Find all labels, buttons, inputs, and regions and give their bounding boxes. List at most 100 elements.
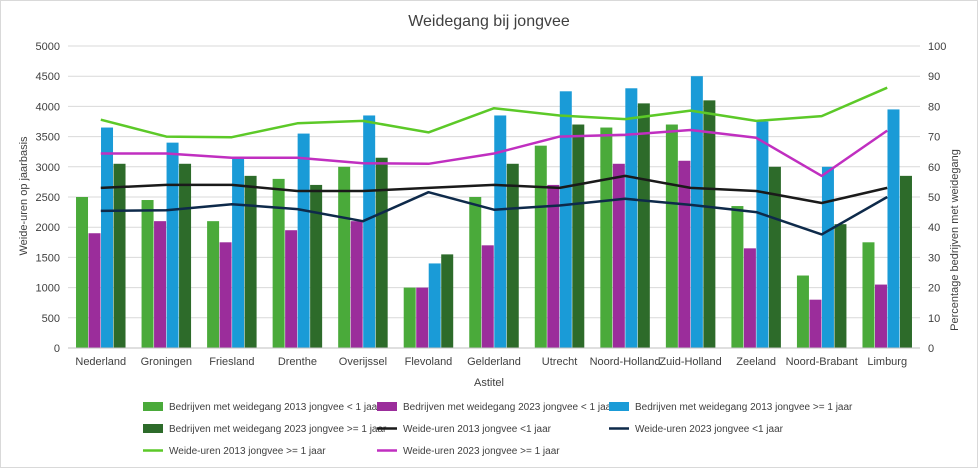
y-tick-label: 2500 (36, 192, 60, 204)
bar (403, 287, 416, 348)
bar (834, 224, 847, 348)
y2-tick-label: 30 (928, 252, 940, 264)
bar (821, 166, 834, 348)
y2-tick-label: 20 (928, 283, 940, 295)
bar (690, 76, 703, 348)
x-tick-label: Groningen (141, 356, 192, 368)
legend-swatch (143, 424, 163, 433)
bar (572, 124, 585, 349)
x-tick-label: Utrecht (542, 356, 577, 368)
y-tick-label: 4500 (36, 71, 60, 83)
bar (113, 163, 126, 348)
bar (338, 166, 351, 348)
bar (731, 206, 744, 348)
series-lines (100, 86, 888, 236)
x-tick-label: Limburg (867, 356, 907, 368)
bar (600, 127, 613, 348)
bar (179, 163, 192, 348)
chart-title: Weidegang bij jongvee (408, 13, 570, 30)
bar (285, 230, 298, 348)
bar (703, 100, 716, 348)
y-tick-label: 5000 (36, 41, 60, 53)
legend-label: Bedrijven met weidegang 2023 jongvee >= … (169, 424, 387, 435)
bar (141, 200, 154, 348)
y2-tick-label: 90 (928, 71, 940, 83)
bar (363, 115, 376, 349)
y2-tick-label: 100 (928, 41, 946, 53)
bar (297, 133, 310, 348)
legend-label: Weide-uren 2023 jongvee <1 jaar (635, 424, 784, 435)
x-tick-label: Drenthe (278, 356, 317, 368)
bar (678, 160, 691, 348)
y2-tick-label: 50 (928, 192, 940, 204)
x-tick-label: Flevoland (405, 356, 453, 368)
bar (494, 115, 507, 349)
legend-label: Weide-uren 2023 jongvee >= 1 jaar (403, 446, 560, 457)
x-tick-label: Zeeland (736, 356, 776, 368)
bar (768, 166, 781, 348)
y-tick-label: 3500 (36, 132, 60, 144)
bar (76, 197, 89, 348)
legend-label: Bedrijven met weidegang 2013 jongvee >= … (635, 402, 853, 413)
bar (244, 175, 257, 348)
bar (796, 275, 809, 348)
y-tick-label: 0 (54, 343, 60, 355)
bar (441, 254, 454, 348)
y2-tick-label: 80 (928, 101, 940, 113)
bar (743, 248, 756, 348)
bar (547, 184, 560, 348)
bar (469, 197, 482, 348)
bar (166, 142, 179, 348)
bar (862, 242, 875, 348)
bar (481, 245, 494, 348)
bar (665, 124, 678, 349)
y-tick-label: 500 (42, 313, 60, 325)
y-tick-label: 4000 (36, 101, 60, 113)
y2-tick-label: 60 (928, 162, 940, 174)
bar (899, 175, 912, 348)
series-line (100, 128, 888, 178)
bar (559, 91, 572, 349)
x-tick-label: Nederland (75, 356, 126, 368)
y-tick-label: 2000 (36, 222, 60, 234)
series-line (100, 174, 888, 205)
legend-label: Weide-uren 2013 jongvee <1 jaar (403, 424, 552, 435)
legend-label: Weide-uren 2013 jongvee >= 1 jaar (169, 446, 326, 457)
legend-label: Bedrijven met weidegang 2013 jongvee < 1… (169, 402, 381, 413)
x-tick-label: Overijssel (339, 356, 387, 368)
bar (625, 88, 638, 348)
x-tick-label: Zuid-Holland (659, 356, 721, 368)
legend-label: Bedrijven met weidegang 2023 jongvee < 1… (403, 402, 615, 413)
x-tick-label: Noord-Holland (590, 356, 661, 368)
y2-tick-label: 70 (928, 132, 940, 144)
bars (76, 76, 912, 349)
x-tick-label: Friesland (209, 356, 254, 368)
y2-tick-label: 0 (928, 343, 934, 355)
bar (272, 178, 285, 348)
bar (154, 221, 167, 348)
bar (416, 287, 429, 348)
bar (887, 109, 900, 348)
y-tick-label: 3000 (36, 162, 60, 174)
y2-axis-title: Percentage bedrijven met weidegang (949, 149, 961, 331)
series-line (100, 86, 888, 139)
bar (506, 163, 519, 348)
bar (207, 221, 220, 348)
legend-swatch (609, 402, 629, 411)
bar (350, 221, 363, 348)
y2-tick-label: 10 (928, 313, 940, 325)
bar (612, 163, 625, 348)
bar (809, 299, 822, 348)
bar (428, 263, 441, 348)
bar (534, 145, 547, 348)
y2-tick-label: 40 (928, 222, 940, 234)
bar (874, 284, 887, 348)
bar (88, 233, 101, 348)
legend-swatch (143, 402, 163, 411)
legend: Bedrijven met weidegang 2013 jongvee < 1… (143, 402, 853, 457)
y-axis-title: Weide-uren op jaarbasis (18, 136, 30, 256)
axis-labels: 0500100015002000250030003500400045005000… (36, 41, 947, 368)
bar (219, 242, 232, 348)
